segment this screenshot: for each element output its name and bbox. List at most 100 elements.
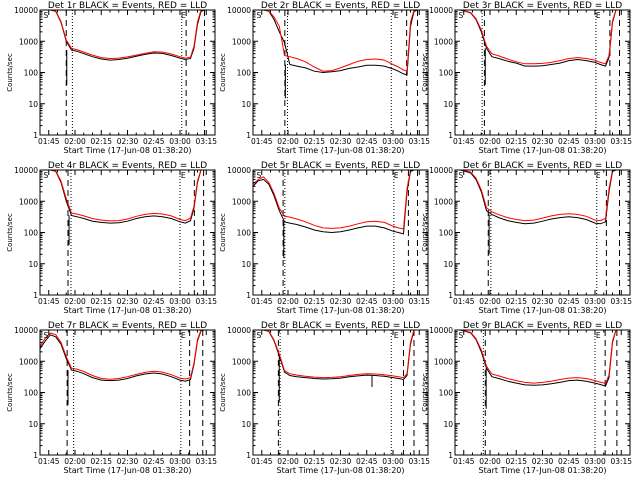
x-axis-label: Start Time (17-Jun-08 01:38:20) [277,466,405,475]
events-series-line [455,170,630,225]
start-marker: S [459,331,464,340]
y-tick-label: 1 [246,451,251,460]
lld-series-line [40,170,215,222]
x-tick-label: 01:45 [251,137,273,146]
x-tick-label: 01:45 [251,297,273,306]
panel-title: Det 9r BLACK = Events, RED = LLD [463,321,622,331]
y-tick-label: 10000 [227,6,251,15]
x-tick-label: 03:00 [382,457,404,466]
x-tick-label: 02:15 [303,457,325,466]
x-tick-label: 03:15 [408,457,430,466]
end-marker: E [394,11,399,20]
end-marker: E [394,331,399,340]
y-tick-label: 1000 [232,357,251,366]
y-tick-label: 10000 [14,326,38,335]
y-tick-label: 10 [28,100,38,109]
x-tick-label: 03:15 [610,297,632,306]
x-tick-label: 03:15 [195,137,217,146]
start-marker: S [257,11,262,20]
panel-title: Det 8r BLACK = Events, RED = LLD [261,321,420,331]
x-axis-label: Start Time (17-Jun-08 01:38:20) [479,306,607,315]
start-marker: S [257,331,262,340]
y-tick-label: 1 [33,291,38,300]
events-series-line [40,170,215,224]
x-tick-label: 02:15 [90,137,112,146]
y-axis-label: Counts/sec [421,373,429,412]
panel-data [253,170,428,295]
y-tick-label: 10000 [429,6,453,15]
y-axis-label: Counts/sec [421,213,429,252]
end-marker: E [596,331,601,340]
y-tick-label: 1000 [434,37,453,46]
y-tick-label: 1000 [434,197,453,206]
x-tick-label: 02:00 [277,457,299,466]
lld-series-line [40,10,215,60]
x-tick-label: 02:30 [330,137,352,146]
y-tick-label: 100 [439,389,454,398]
x-tick-label: 02:15 [90,297,112,306]
x-axis-label: Start Time (17-Jun-08 01:38:20) [64,466,192,475]
x-tick-label: 02:45 [558,457,580,466]
x-tick-label: 03:15 [610,457,632,466]
x-tick-label: 02:30 [532,297,554,306]
start-marker: S [257,171,262,180]
y-tick-label: 10 [443,420,453,429]
x-tick-label: 02:00 [64,137,86,146]
y-axis-label: Counts/sec [219,373,227,412]
y-tick-label: 1 [246,291,251,300]
panel-data [455,170,630,295]
x-tick-label: 02:45 [143,137,165,146]
panel-title: Det 3r BLACK = Events, RED = LLD [463,1,622,11]
lld-series-line [253,170,428,230]
x-tick-label: 02:30 [330,297,352,306]
y-tick-label: 1000 [232,197,251,206]
x-tick-label: 02:00 [64,457,86,466]
panel-title: Det 4r BLACK = Events, RED = LLD [48,161,207,171]
x-tick-label: 03:00 [169,137,191,146]
x-tick-label: 02:15 [303,297,325,306]
panel-data [253,10,428,135]
x-tick-label: 03:00 [382,137,404,146]
panel-data [40,10,215,135]
y-tick-label: 1000 [434,357,453,366]
x-tick-label: 02:00 [64,297,86,306]
y-axis-label: Counts/sec [219,53,227,92]
x-axis-label: Start Time (17-Jun-08 01:38:20) [277,306,405,315]
x-tick-label: 02:30 [330,457,352,466]
x-tick-label: 02:30 [117,297,139,306]
x-tick-label: 02:15 [505,137,527,146]
x-tick-label: 03:00 [169,457,191,466]
x-tick-label: 02:45 [356,297,378,306]
x-tick-label: 02:00 [479,297,501,306]
start-marker: S [459,171,464,180]
events-series-line [455,330,630,387]
x-tick-label: 02:30 [532,457,554,466]
y-axis-label: Counts/sec [6,53,14,92]
panel-data [253,330,428,455]
x-tick-label: 02:00 [479,457,501,466]
x-tick-label: 03:15 [408,137,430,146]
y-tick-label: 1000 [19,37,38,46]
x-tick-label: 01:45 [453,137,475,146]
y-tick-label: 1 [33,451,38,460]
y-tick-label: 1 [448,291,453,300]
y-tick-label: 100 [237,389,252,398]
end-marker: E [394,171,399,180]
panel-data [40,170,215,295]
y-tick-label: 10 [28,260,38,269]
lld-series-line [455,330,630,384]
y-tick-label: 1 [246,131,251,140]
panel-title: Det 1r BLACK = Events, RED = LLD [48,1,207,11]
y-tick-label: 10000 [227,326,251,335]
x-tick-label: 01:45 [251,457,273,466]
y-tick-label: 1 [448,451,453,460]
end-marker: E [596,171,601,180]
x-tick-label: 03:00 [382,297,404,306]
panel-title: Det 5r BLACK = Events, RED = LLD [261,161,420,171]
x-tick-label: 03:15 [195,457,217,466]
x-tick-label: 01:45 [38,457,60,466]
y-axis-label: Counts/sec [421,53,429,92]
